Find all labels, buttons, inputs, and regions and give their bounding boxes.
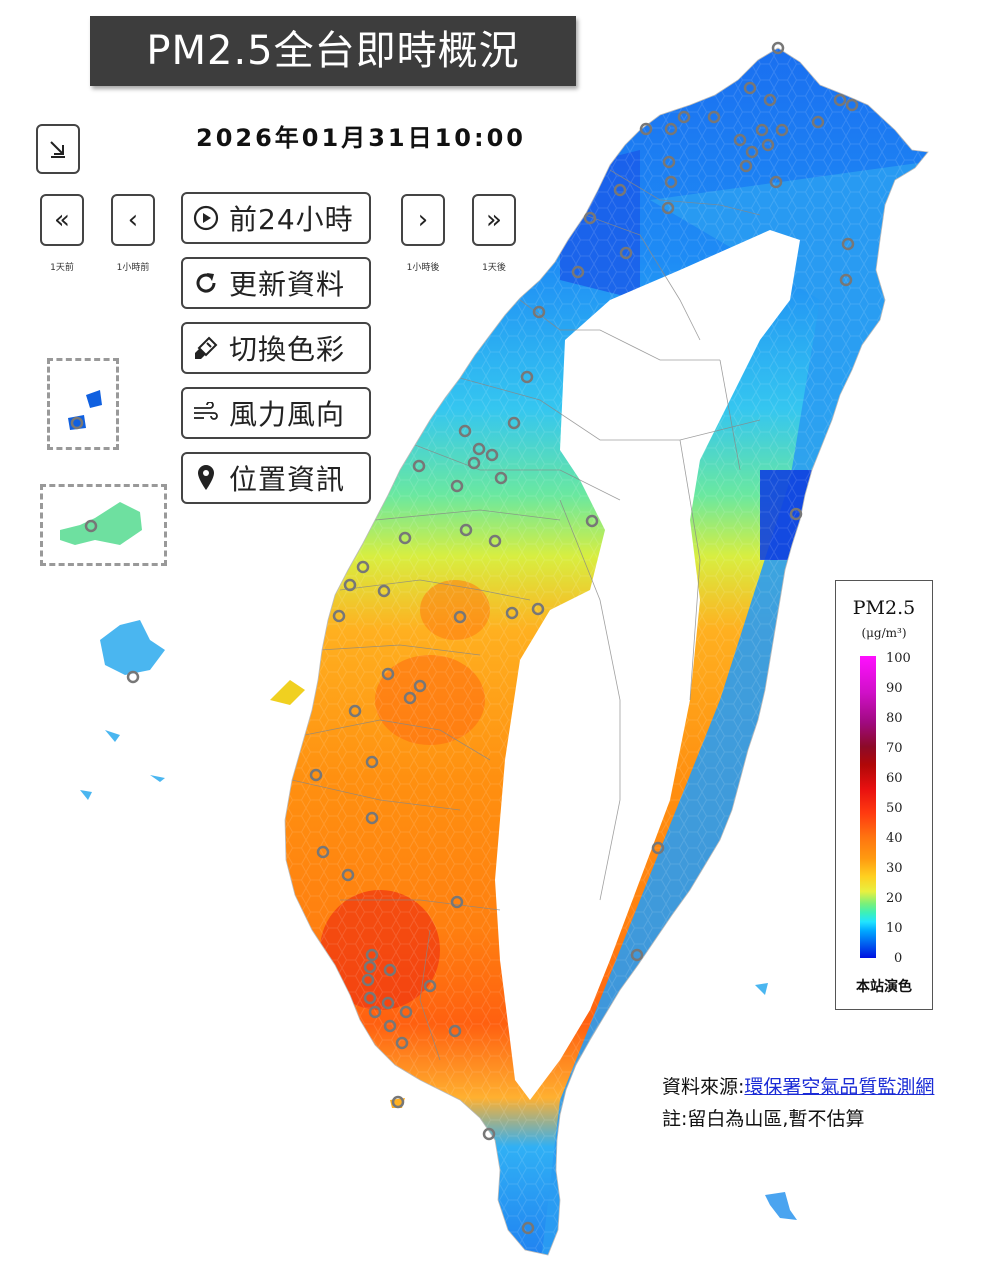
kinmen-inset: [40, 484, 167, 566]
data-source: 資料來源:環保署空氣品質監測網: [662, 1072, 934, 1099]
play-circle-icon: [193, 205, 219, 231]
legend-tick: 0: [894, 951, 903, 966]
refresh-icon: [196, 273, 216, 293]
data-source-prefix: 資料來源:: [662, 1076, 745, 1098]
next-day-button[interactable]: »: [472, 194, 516, 246]
prev-hour-button[interactable]: ‹: [111, 194, 155, 246]
prev-day-caption: 1天前: [50, 263, 74, 273]
legend-tick: 10: [886, 921, 903, 936]
page-title: PM2.5全台即時概況: [90, 16, 576, 86]
past-24-hours-label: 前24小時: [229, 203, 354, 236]
legend-tick: 50: [886, 801, 903, 816]
wind-direction-label: 風力風向: [229, 398, 346, 431]
legend-tick: 40: [886, 831, 903, 846]
location-pin-icon: [198, 465, 214, 490]
refresh-data-button[interactable]: 更新資料: [181, 257, 371, 309]
pm25-legend: PM2.5 (μg/m³) 100 90 80 70 60 50 40 30 20 10 0 本站演…: [835, 580, 933, 1010]
legend-title: PM2.5: [852, 597, 916, 619]
prev-day-button[interactable]: «: [40, 194, 84, 246]
legend-tick: 100: [886, 651, 911, 666]
past-24-hours-button[interactable]: 前24小時: [181, 192, 371, 244]
wind-icon: [194, 402, 218, 420]
mountain-note: 註:留白為山區,暫不估算: [662, 1108, 865, 1130]
legend-tick: 60: [886, 771, 903, 786]
switch-color-button[interactable]: 切換色彩: [181, 322, 371, 374]
next-hour-caption: 1小時後: [406, 263, 440, 273]
timestamp: 2026年01月31日10:00: [196, 124, 526, 152]
wind-direction-button[interactable]: 風力風向: [181, 387, 371, 439]
chevron-right-icon: ›: [417, 205, 429, 235]
next-hour-button[interactable]: ›: [401, 194, 445, 246]
data-source-link[interactable]: 環保署空氣品質監測網: [744, 1076, 935, 1098]
paint-brush-icon: [195, 336, 218, 359]
refresh-data-label: 更新資料: [229, 268, 346, 301]
legend-tick: 80: [886, 711, 903, 726]
legend-unit: (μg/m³): [861, 626, 907, 640]
legend-tick: 70: [886, 741, 903, 756]
double-chevron-left-icon: «: [54, 205, 70, 235]
legend-footer: 本站演色: [856, 979, 912, 995]
legend-color-bar: [860, 656, 876, 958]
legend-tick: 30: [886, 861, 903, 876]
arrow-down-right-icon: [50, 141, 65, 158]
next-day-caption: 1天後: [482, 263, 506, 273]
chevron-left-icon: ‹: [127, 205, 139, 235]
collapse-button[interactable]: [36, 124, 80, 174]
prev-hour-caption: 1小時前: [116, 263, 150, 273]
matsu-inset: [47, 358, 119, 450]
location-info-button[interactable]: 位置資訊: [181, 452, 371, 504]
double-chevron-right-icon: »: [486, 205, 502, 235]
switch-color-label: 切換色彩: [229, 333, 346, 366]
legend-tick: 90: [886, 681, 903, 696]
legend-tick: 20: [886, 891, 903, 906]
location-info-label: 位置資訊: [229, 463, 346, 496]
